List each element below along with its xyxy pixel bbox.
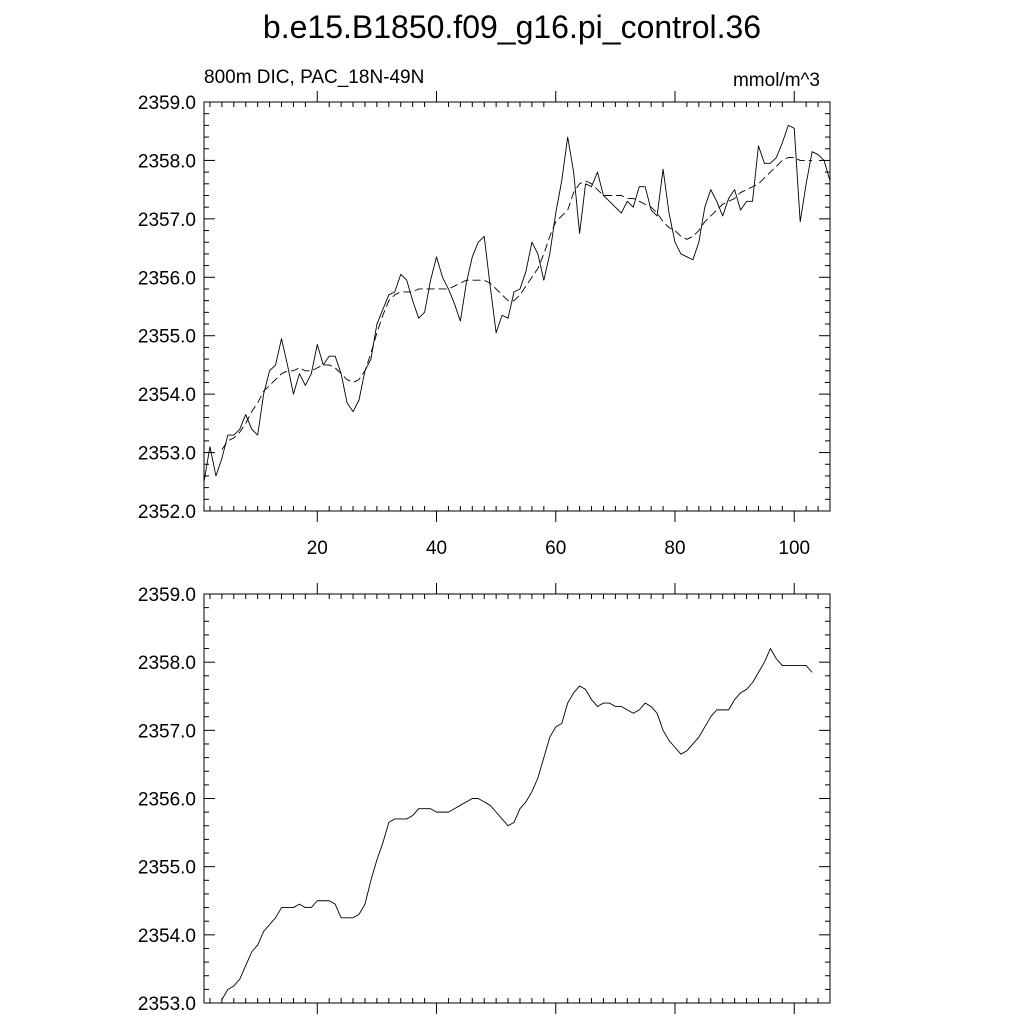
figure-title: b.e15.B1850.f09_g16.pi_control.36 <box>263 9 761 45</box>
top-panel-series-line <box>203 124 831 482</box>
bottom-panel: 2353.0 2354.0 2355.0 2356.0 2357.0 2358.0 2359… <box>138 583 831 1015</box>
top-panel-y-tick-label: 2358.0 <box>138 151 196 172</box>
bottom-panel-y-tick-label: 2359.0 <box>138 585 196 606</box>
bottom-panel-y-tick-label: 2354.0 <box>138 926 196 947</box>
top-panel-x-tick-label: 80 <box>664 538 685 559</box>
top-panel-y-tick-labels: 2352.0 2353.0 2354.0 2355.0 2356.0 2357.0 2358… <box>138 93 196 523</box>
top-panel-y-tick-label: 2357.0 <box>138 210 196 231</box>
top-panel-y-tick-label: 2353.0 <box>138 444 196 465</box>
top-panel: 800m DIC, PAC_18N-49N mmol/m^3 2352.0235… <box>138 67 831 559</box>
top-panel-x-tick-label: 100 <box>778 538 810 559</box>
bottom-panel-y-tick-label: 2355.0 <box>138 858 196 879</box>
bottom-panel-y-tick-label: 2353.0 <box>138 994 196 1015</box>
bottom-panel-plot-frame <box>203 593 831 1004</box>
top-panel-smoothed-series-line <box>221 157 813 450</box>
top-panel-plot-frame <box>203 101 831 512</box>
bottom-panel-series <box>221 648 813 1000</box>
top-panel-y-tick-label: 2355.0 <box>138 327 196 348</box>
top-panel-x-tick-label: 40 <box>426 538 447 559</box>
top-panel-series <box>203 124 831 482</box>
top-panel-units-label: mmol/m^3 <box>733 70 820 91</box>
bottom-panel-y-tick-label: 2358.0 <box>138 653 196 674</box>
bottom-panel-y-tick-label: 2356.0 <box>138 790 196 811</box>
top-panel-y-tick-label: 2352.0 <box>138 502 196 523</box>
top-panel-x-tick-label: 20 <box>307 538 328 559</box>
bottom-panel-y-tick-labels: 2353.0 2354.0 2355.0 2356.0 2357.0 2358.0 2359… <box>138 585 196 1015</box>
top-panel-left-label: 800m DIC, PAC_18N-49N <box>204 67 424 88</box>
top-panel-x-tick-label: 60 <box>545 538 566 559</box>
bottom-panel-y-tick-label: 2357.0 <box>138 721 196 742</box>
bottom-panel-ticks <box>204 583 831 1014</box>
top-panel-y-tick-label: 2356.0 <box>138 268 196 289</box>
bottom-panel-series-line <box>221 648 813 1000</box>
top-panel-x-tick-labels: 20 40 60 80 100 <box>307 538 810 559</box>
top-panel-y-tick-label: 2354.0 <box>138 385 196 406</box>
top-panel-y-tick-label: 2359.0 <box>138 93 196 114</box>
top-panel-ticks <box>204 91 831 522</box>
